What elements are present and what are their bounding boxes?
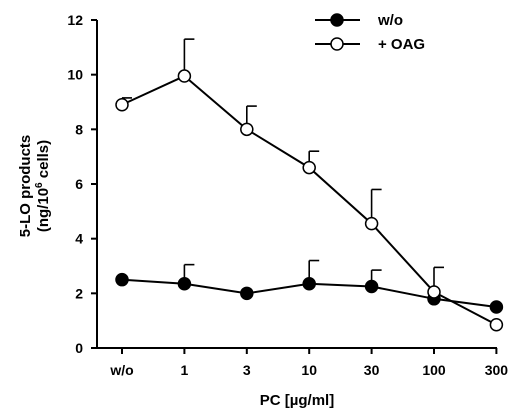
data-point-wo: [177, 277, 192, 291]
data-point-wo: [115, 272, 129, 287]
y-axis-title: 5-LO products (ng/106 cells): [17, 135, 52, 238]
legend-label-wo: w/o: [377, 12, 403, 29]
y-tick-label: 4: [75, 231, 83, 247]
y-ticks: 0 2 4 6 8 10 12: [67, 12, 97, 356]
error-bars: [121, 38, 444, 292]
y-axis-title-unit-post: cells): [35, 140, 52, 183]
y-tick-label: 10: [67, 67, 83, 83]
y-tick-label: 2: [75, 285, 83, 301]
legend-entry-wo: w/o: [315, 12, 403, 29]
x-tick-label: 300: [485, 362, 509, 378]
x-tick-label: 10: [301, 362, 317, 378]
x-tick-label: 30: [364, 362, 380, 378]
legend-marker-oag: [330, 37, 344, 51]
x-tick-label: 100: [422, 362, 446, 378]
data-point-oag: [489, 318, 504, 332]
x-tick-label: 3: [243, 362, 251, 378]
data-point-oag: [302, 160, 316, 175]
legend-marker-wo: [330, 13, 344, 27]
legend: w/o + OAG: [315, 12, 425, 53]
x-tick-label: w/o: [109, 362, 133, 378]
series-markers: [115, 69, 504, 332]
y-tick-label: 0: [75, 340, 83, 356]
data-point-wo: [240, 286, 254, 301]
y-tick-label: 6: [75, 176, 83, 192]
x-axis-title: PC [µg/ml]: [260, 392, 334, 409]
data-point-oag: [364, 216, 379, 231]
data-point-oag: [177, 69, 192, 83]
y-tick-label: 12: [67, 12, 83, 28]
data-point-oag: [427, 285, 441, 299]
data-point-wo: [302, 277, 316, 291]
x-tick-label: 1: [181, 362, 189, 378]
data-point-oag: [115, 97, 129, 112]
legend-entry-oag: + OAG: [315, 36, 425, 53]
data-point-wo: [489, 300, 504, 314]
y-axis-title-unit-pre: (ng/10: [35, 188, 52, 232]
y-axis-title-unit-sup: 6: [34, 182, 45, 188]
legend-label-oag: + OAG: [378, 36, 425, 53]
y-axis-title-line2: (ng/106 cells): [34, 140, 52, 232]
x-ticks: w/o 1 3 10 30 100 300: [109, 348, 508, 378]
data-point-oag: [240, 122, 254, 137]
y-tick-label: 8: [75, 121, 83, 137]
y-axis-title-line1: 5-LO products: [17, 135, 34, 238]
data-point-wo: [364, 279, 379, 294]
